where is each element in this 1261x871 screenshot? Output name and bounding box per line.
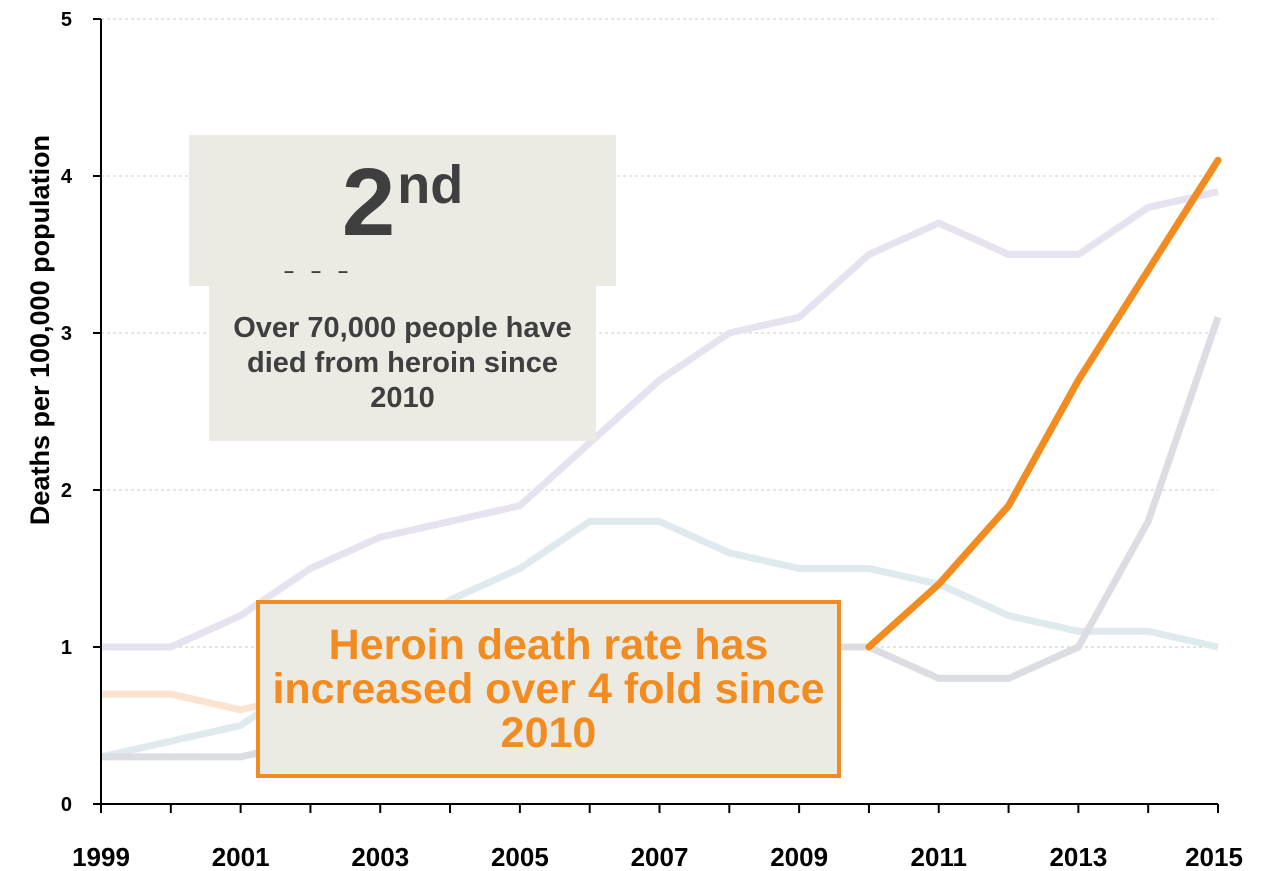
stat-annotation-text: Over 70,000 people have died from heroin…	[233, 312, 572, 414]
y-tick-label-3: 3	[61, 323, 72, 345]
rank-annotation-box: 2nd – – –	[189, 135, 616, 286]
y-tick-label-4: 4	[61, 166, 73, 188]
x-tick-label-2001: 2001	[212, 842, 270, 871]
x-tick-label-2015: 2015	[1185, 842, 1243, 871]
x-tick-label-2013: 2013	[1049, 842, 1107, 871]
x-tick-label-2011: 2011	[911, 842, 967, 871]
x-tick-label-2005: 2005	[491, 842, 549, 871]
y-axis-title: Deaths per 100,000 population	[25, 135, 55, 525]
callout-annotation-box: Heroin death rate has increased over 4 f…	[256, 600, 841, 778]
rank-number: 2	[341, 149, 396, 256]
x-tick-label-2003: 2003	[351, 842, 409, 871]
y-tick-label-1: 1	[61, 637, 72, 659]
y-tick-label-0: 0	[61, 794, 72, 816]
rank-value: 2nd	[189, 153, 616, 253]
x-tick-label-2007: 2007	[631, 842, 689, 871]
x-tick-label-2009: 2009	[770, 842, 828, 871]
tick-labels: 0 1 2 3 4 5 1999 2001 2003 2005 2007 2009 2011 2013 20…	[61, 9, 1243, 871]
y-tick-label-2: 2	[61, 480, 72, 502]
rank-dashes: – – –	[284, 261, 355, 281]
x-tick-label-1999: 1999	[72, 842, 130, 871]
heroin-series-line	[865, 156, 1222, 651]
y-tick-label-5: 5	[61, 9, 72, 31]
callout-annotation-text: Heroin death rate has increased over 4 f…	[272, 621, 825, 757]
background-series-line-0	[101, 188, 1219, 651]
axes	[93, 18, 1219, 813]
stat-annotation-box: Over 70,000 people have died from heroin…	[209, 286, 596, 441]
rank-suffix: nd	[397, 155, 464, 215]
